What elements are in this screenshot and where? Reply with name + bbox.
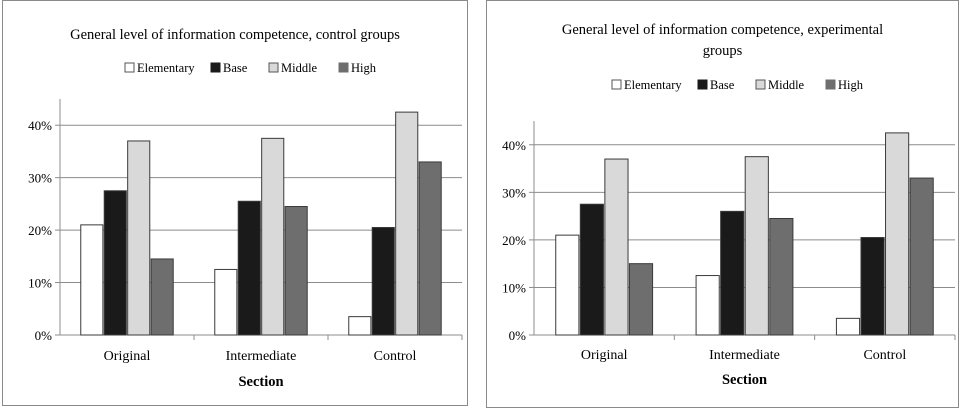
legend-label-base: Base [710, 78, 735, 92]
legend-label-base: Base [223, 61, 248, 75]
y-tick-label: 0% [35, 328, 53, 343]
bar-elementary-intermediate [214, 268, 238, 336]
bar-high-original [150, 258, 174, 336]
y-tick-label: 30% [28, 171, 52, 186]
bar-elementary-control [835, 317, 861, 336]
legend-swatch-middle [268, 62, 279, 73]
chart-title-line-1: General level of information competence,… [562, 22, 883, 38]
bar-elementary-original [80, 224, 104, 336]
y-tick-label: 20% [502, 233, 526, 248]
chart-panel-control: General level of information competence,… [2, 0, 468, 406]
legend-swatch-high [825, 79, 836, 90]
bar-middle-control [395, 111, 419, 336]
legend-label-elementary: Elementary [624, 78, 682, 92]
x-axis-title: Section [722, 372, 767, 388]
legend-swatch-base [697, 79, 708, 90]
chart-title: General level of information competence,… [70, 27, 400, 43]
y-tick-label: 20% [28, 223, 52, 238]
chart-svg-experimental: General level of information competence,… [502, 22, 956, 388]
bar-high-control [909, 177, 934, 336]
x-category-label: Intermediate [226, 349, 297, 364]
bar-middle-original [127, 140, 151, 336]
y-tick-label: 0% [509, 328, 527, 343]
bar-elementary-intermediate [695, 275, 720, 336]
legend-swatch-elementary [611, 79, 622, 90]
chart-svg-control: General level of information competence,… [28, 27, 463, 390]
y-tick-label: 40% [28, 118, 52, 133]
x-category-label: Intermediate [709, 348, 780, 363]
bar-base-intermediate [720, 210, 745, 336]
bar-base-original [579, 203, 604, 336]
bar-high-intermediate [769, 217, 794, 336]
y-tick-label: 30% [502, 185, 526, 200]
bar-middle-control [885, 132, 910, 336]
x-category-label: Control [863, 348, 906, 363]
bar-high-control [418, 161, 442, 336]
legend-label-middle: Middle [281, 61, 318, 75]
legend-swatch-high [338, 62, 349, 73]
y-tick-label: 10% [28, 276, 52, 291]
bar-middle-intermediate [261, 137, 285, 336]
bar-high-original [628, 263, 654, 336]
legend-label-middle: Middle [768, 78, 805, 92]
legend-swatch-elementary [124, 62, 135, 73]
x-category-label: Original [104, 349, 151, 364]
bar-middle-intermediate [744, 156, 769, 336]
bar-base-control [860, 237, 885, 336]
bar-middle-original [604, 158, 629, 336]
chart-title: General level of information competence,… [562, 22, 883, 59]
x-category-label: Control [374, 349, 417, 364]
y-tick-label: 10% [502, 280, 526, 295]
bar-elementary-original [555, 234, 580, 336]
legend-swatch-base [210, 62, 221, 73]
legend-label-elementary: Elementary [137, 61, 195, 75]
legend-swatch-middle [755, 79, 766, 90]
chart-panel-experimental: General level of information competence,… [486, 0, 959, 408]
x-axis-title: Section [238, 374, 283, 390]
bar-elementary-control [348, 316, 372, 336]
x-category-label: Original [581, 348, 628, 363]
bar-base-control [371, 226, 395, 336]
legend-label-high: High [351, 61, 377, 75]
bar-base-original [103, 190, 127, 336]
bar-high-intermediate [284, 206, 308, 336]
chart-title-line-2: groups [703, 43, 743, 59]
y-tick-label: 40% [502, 138, 526, 153]
legend-label-high: High [838, 78, 864, 92]
bar-base-intermediate [237, 200, 261, 336]
